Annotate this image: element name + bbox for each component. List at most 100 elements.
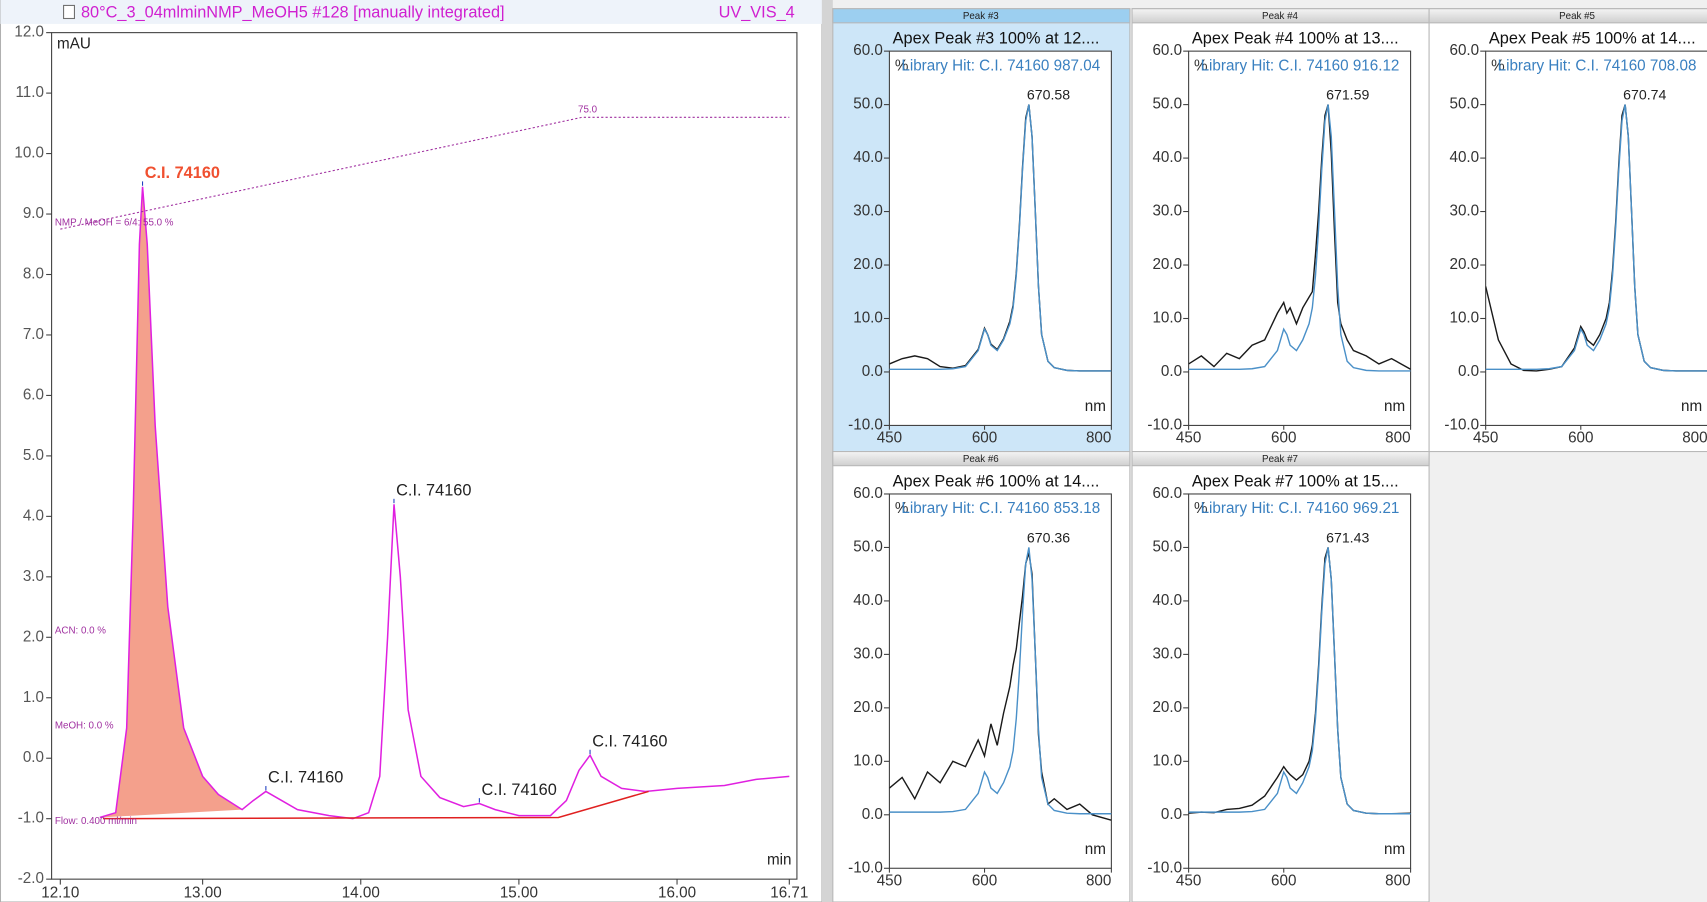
library-hit: Library Hit: C.I. 74160 916.12 — [1201, 57, 1400, 74]
y-tick-label: 20.0 — [1450, 256, 1480, 273]
y-tick-label: -1.0 — [18, 810, 44, 827]
y-tick-label: 0.0 — [1161, 806, 1182, 823]
panel-header-label: Peak #3 — [963, 11, 999, 22]
x-tick-label: 12.10 — [41, 884, 79, 901]
peak-wavelength: 671.43 — [1326, 529, 1369, 545]
y-tick-label: -10.0 — [848, 416, 883, 433]
library-hit: Library Hit: C.I. 74160 853.18 — [901, 500, 1100, 517]
y-tick-label: 20.0 — [1152, 699, 1182, 716]
gradient-note: NMP / MeOH = 6/4: 55.0 % — [55, 218, 174, 229]
panel-title: Apex Peak #6 100% at 14.... — [893, 472, 1100, 490]
y-tick-label: -10.0 — [848, 859, 883, 876]
plot-area — [1485, 50, 1707, 426]
spectrum-panel[interactable]: Peak #4 -10.0 0.0 10.0 20.0 30.0 40.0 50.0 60.0 4… — [1131, 8, 1430, 453]
x-tick-label: 450 — [1176, 872, 1201, 889]
spectrum-line — [889, 547, 1112, 815]
x-tick-label: 450 — [877, 872, 902, 889]
spectrum-line — [1188, 104, 1411, 370]
spectrum-line — [1188, 547, 1411, 815]
y-tick-label: 2.0 — [23, 628, 44, 645]
y-tick-label: 7.0 — [23, 326, 44, 343]
y-tick-label: 40.0 — [1152, 149, 1182, 166]
x-axis-label: nm — [1384, 398, 1405, 415]
x-tick-label: 800 — [1385, 872, 1410, 889]
y-tick-label: 0.0 — [1458, 363, 1479, 380]
panel-header-label: Peak #5 — [1559, 11, 1595, 22]
y-tick-label: 60.0 — [853, 42, 883, 59]
y-tick-label: 10.0 — [1450, 310, 1480, 327]
y-tick-label: 60.0 — [853, 485, 883, 502]
y-tick-label: 9.0 — [23, 205, 44, 222]
y-tick-label: 40.0 — [1450, 149, 1480, 166]
peak-label: C.I. 74160 — [145, 164, 220, 182]
peak-wavelength: 670.36 — [1027, 529, 1070, 545]
spectrum-line — [1485, 104, 1707, 372]
y-axis-label: % — [1194, 500, 1208, 517]
integrated-area — [99, 186, 243, 818]
y-tick-label: -10.0 — [1444, 416, 1479, 433]
y-tick-label: 0.0 — [23, 749, 44, 766]
spectrum-panel[interactable]: Peak #5 -10.0 0.0 10.0 20.0 30.0 40.0 50.0 60.0 4… — [1428, 8, 1707, 453]
panel-header — [1131, 450, 1430, 467]
x-tick-label: 800 — [1682, 430, 1707, 447]
y-tick-label: -10.0 — [1147, 859, 1182, 876]
panel-header — [832, 450, 1131, 467]
gradient-line — [60, 116, 790, 230]
x-axis-label: nm — [1085, 398, 1106, 415]
y-tick-label: 50.0 — [853, 96, 883, 113]
plot-area — [888, 50, 1112, 426]
peak-label: C.I. 74160 — [482, 781, 557, 799]
header-title: 80°C_3_04mlminNMP_MeOH5 #128 [manually i… — [81, 3, 505, 21]
x-tick-label: 800 — [1086, 872, 1111, 889]
y-tick-label: 30.0 — [853, 203, 883, 220]
y-axis-label: % — [1491, 57, 1505, 74]
y-tick-label: 6.0 — [23, 386, 44, 403]
library-hit: Library Hit: C.I. 74160 987.04 — [901, 57, 1100, 74]
peak-wavelength: 671.59 — [1326, 86, 1369, 102]
y-tick-label: 60.0 — [1152, 42, 1182, 59]
x-tick-label: 600 — [1568, 430, 1593, 447]
x-tick-label: 14.00 — [342, 884, 380, 901]
chromatogram-header — [0, 0, 822, 24]
y-tick-label: 5.0 — [23, 447, 44, 464]
x-tick-label: 600 — [1271, 872, 1296, 889]
peak-wavelength: 670.74 — [1623, 86, 1666, 102]
y-tick-label: 40.0 — [853, 592, 883, 609]
x-tick-label: 450 — [1473, 430, 1498, 447]
x-tick-label: 450 — [1176, 430, 1201, 447]
y-tick-label: 10.0 — [853, 310, 883, 327]
peak-wavelength: 670.58 — [1027, 86, 1070, 102]
splitter[interactable] — [821, 0, 833, 902]
y-tick-label: 10.0 — [14, 145, 44, 162]
x-tick-label: 800 — [1086, 430, 1111, 447]
y-tick-label: 50.0 — [1450, 96, 1480, 113]
spectrum-panel[interactable]: Peak #3 -10.0 0.0 10.0 20.0 30.0 40.0 50.0 60.0 4… — [832, 8, 1131, 453]
y-tick-label: 20.0 — [853, 699, 883, 716]
spectrum-line — [1188, 104, 1411, 372]
x-tick-label: 16.00 — [658, 884, 696, 901]
panel-header — [1428, 8, 1707, 24]
trace — [102, 790, 649, 820]
spectrum-panel[interactable]: Peak #6 -10.0 0.0 10.0 20.0 30.0 40.0 50.0 60.0 4… — [832, 450, 1131, 902]
plot-area — [1188, 50, 1412, 426]
panel-title: Apex Peak #5 100% at 14.... — [1489, 29, 1696, 47]
y-tick-label: 0.0 — [862, 363, 883, 380]
y-axis-label: mAU — [57, 36, 91, 53]
panel-header-label: Peak #6 — [963, 454, 999, 465]
panel-title: Apex Peak #7 100% at 15.... — [1192, 472, 1399, 490]
x-axis-label: nm — [1681, 398, 1702, 415]
y-tick-label: 0.0 — [1161, 363, 1182, 380]
x-axis-label: nm — [1384, 841, 1405, 858]
y-tick-label: 8.0 — [23, 266, 44, 283]
y-tick-label: 11.0 — [15, 84, 43, 101]
x-tick-label: 800 — [1385, 430, 1410, 447]
header-icon — [63, 4, 75, 20]
y-tick-label: 4.0 — [23, 507, 44, 524]
x-tick-label: 600 — [972, 872, 997, 889]
y-tick-label: 10.0 — [853, 752, 883, 769]
y-axis-label: % — [1194, 57, 1208, 74]
y-tick-label: 12.0 — [14, 24, 44, 41]
spectrum-panel[interactable]: Peak #7 -10.0 0.0 10.0 20.0 30.0 40.0 50.0 60.0 4… — [1131, 450, 1430, 902]
y-tick-label: 20.0 — [853, 256, 883, 273]
